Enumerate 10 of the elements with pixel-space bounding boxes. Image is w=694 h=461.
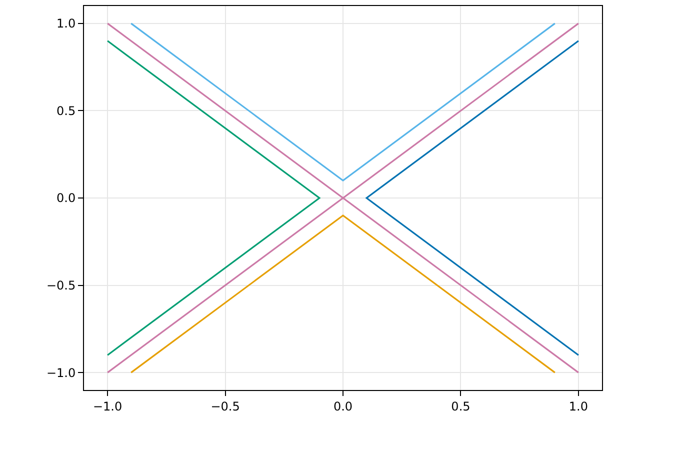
y-tick-label: 1.0	[56, 16, 76, 31]
y-tick-label: 0.0	[56, 191, 76, 206]
y-tick-label: −1.0	[46, 366, 76, 380]
y-tick-label: 0.5	[56, 104, 76, 118]
y-tick-label: −0.5	[46, 278, 76, 292]
x-tick-label: 0.5	[451, 399, 470, 414]
x-tick-label: 0.0	[333, 399, 353, 414]
x-tick-label: −1.0	[92, 399, 122, 414]
x-tick-label: 1.0	[568, 399, 588, 414]
x-tick-label: −0.5	[210, 399, 240, 414]
